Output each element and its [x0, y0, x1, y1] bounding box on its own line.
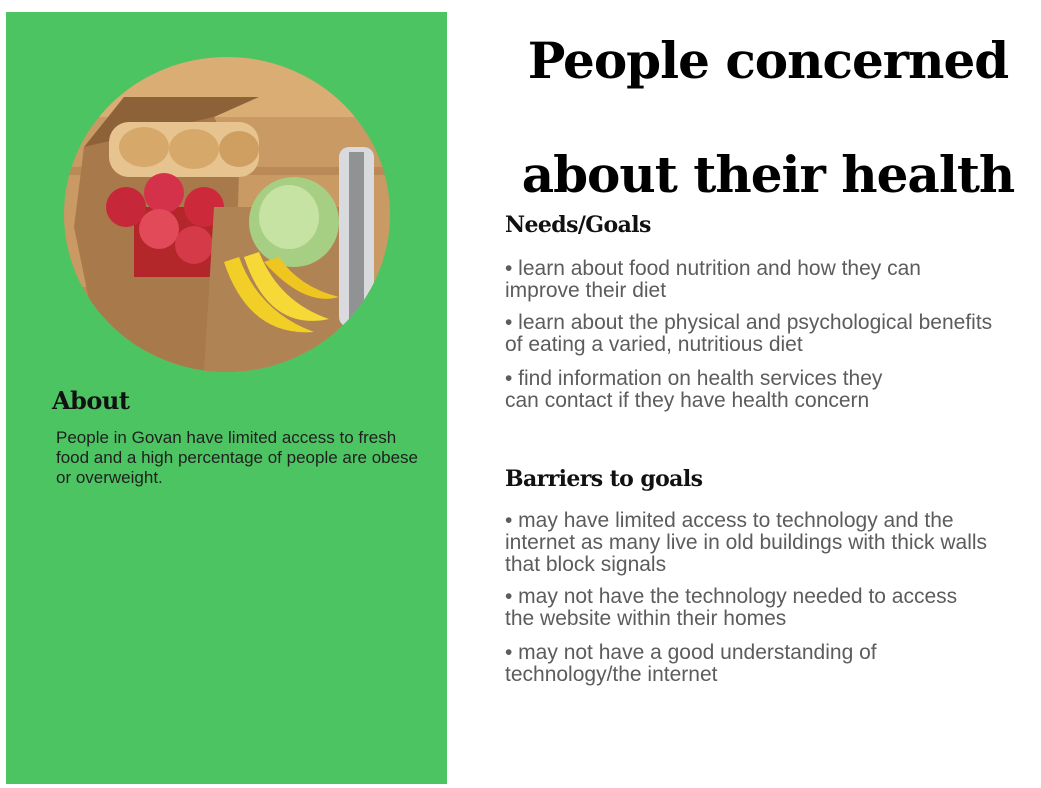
needs-item: • learn about food nutrition and how the…	[505, 257, 921, 302]
needs-item: • find information on health services th…	[505, 367, 883, 412]
groceries-photo	[64, 57, 390, 372]
about-heading: About	[52, 386, 130, 415]
barriers-item: • may not have the technology needed to …	[505, 585, 958, 630]
barriers-heading: Barriers to goals	[505, 466, 703, 492]
needs-heading: Needs/Goals	[505, 212, 651, 238]
barriers-item: • may not have a good understanding of t…	[505, 641, 877, 686]
needs-item: • learn about the physical and psycholog…	[505, 311, 993, 356]
about-text: People in Govan have limited access to f…	[56, 428, 419, 487]
barriers-item: • may have limited access to technology …	[505, 509, 988, 576]
page-title: People concerned about their health	[521, 31, 1016, 204]
about-panel: About People in Govan have limited acces…	[6, 12, 447, 784]
